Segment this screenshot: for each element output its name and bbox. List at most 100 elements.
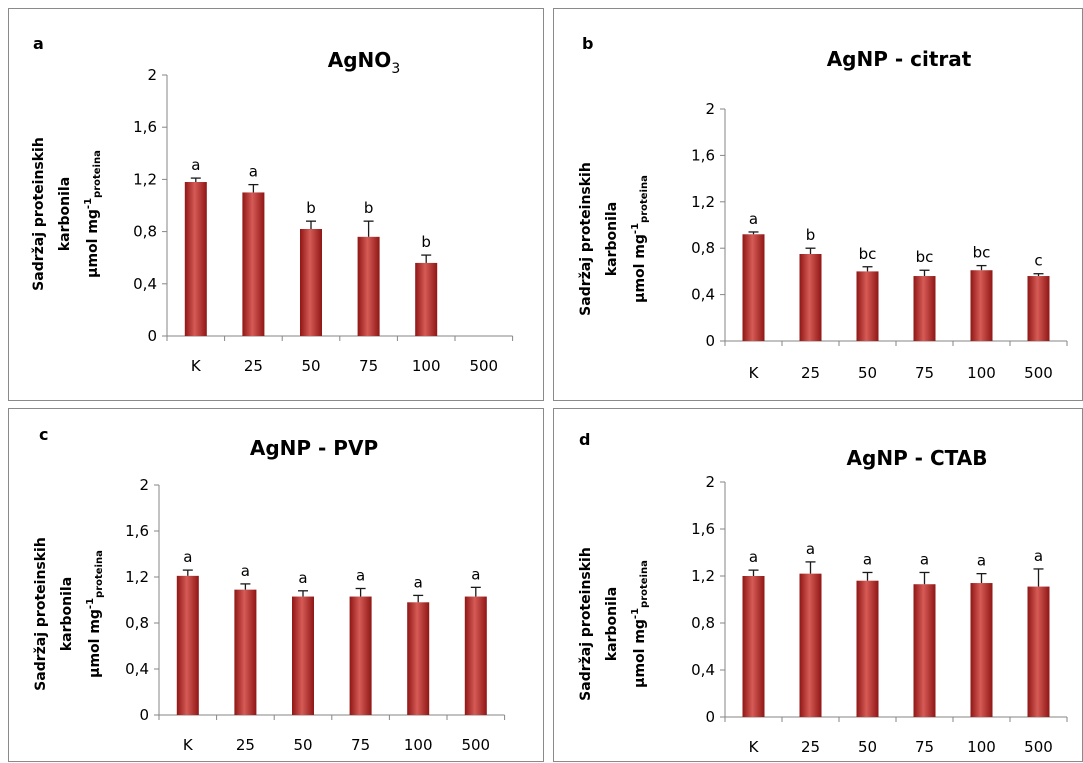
bar bbox=[349, 596, 372, 715]
x-tick-label: 500 bbox=[469, 357, 498, 375]
chart-title-subscript: 3 bbox=[391, 61, 400, 77]
bar bbox=[357, 236, 380, 336]
y-tick-label: 0 bbox=[147, 327, 157, 345]
significance-label: a bbox=[863, 550, 872, 568]
x-tick-label: 50 bbox=[301, 357, 320, 375]
y-tick-label: 1,6 bbox=[133, 118, 157, 136]
chart-panel-b: b AgNP - citrat Sadržaj proteinskih karboni… bbox=[553, 8, 1083, 401]
y-axis-unit-sup: -1 bbox=[83, 198, 94, 209]
y-tick-label: 0,4 bbox=[691, 286, 715, 304]
significance-label: bc bbox=[859, 245, 877, 263]
significance-label: a bbox=[977, 552, 986, 570]
bar bbox=[176, 575, 199, 715]
panel-label: a bbox=[33, 34, 44, 53]
y-axis-unit-sub: proteina bbox=[92, 150, 103, 198]
y-tick-label: 0,4 bbox=[133, 275, 157, 293]
bar bbox=[292, 596, 314, 715]
y-tick-label: 1,2 bbox=[125, 568, 149, 586]
chart-title: AgNP - CTAB bbox=[847, 446, 988, 470]
y-tick-label: 0 bbox=[705, 332, 715, 350]
y-axis-label-line-2: karbonila bbox=[604, 587, 620, 661]
significance-label: b bbox=[306, 199, 316, 217]
y-axis-unit: µmol mg-1proteina bbox=[630, 560, 650, 688]
y-axis-unit-sub: proteina bbox=[639, 175, 650, 223]
x-tick-label: K bbox=[749, 738, 760, 756]
chart-d: d AgNP - CTAB Sadržaj proteinskih karbonila… bbox=[578, 430, 1068, 756]
y-axis-unit-sub: proteina bbox=[94, 550, 105, 598]
chart-a: a AgNO3 Sadržaj proteinskih karbonila µmol m… bbox=[31, 34, 514, 375]
bar bbox=[856, 271, 879, 341]
y-tick-label: 2 bbox=[139, 476, 149, 494]
panel-label: d bbox=[579, 430, 590, 449]
y-tick-label: 0,4 bbox=[125, 660, 149, 678]
x-tick-label: 500 bbox=[1024, 738, 1053, 756]
x-tick-label: 25 bbox=[801, 738, 820, 756]
significance-label: b bbox=[364, 199, 374, 217]
bar bbox=[242, 192, 265, 336]
y-axis-unit-sub: proteina bbox=[639, 560, 650, 608]
x-tick-label: K bbox=[183, 736, 194, 754]
significance-label: a bbox=[356, 567, 365, 585]
x-tick-label: 75 bbox=[915, 738, 934, 756]
bar bbox=[1027, 276, 1050, 341]
y-axis-label-line-2: karbonila bbox=[57, 177, 73, 251]
y-axis-label-line-2: karbonila bbox=[604, 202, 620, 276]
x-tick-label: 75 bbox=[915, 364, 934, 382]
bar bbox=[415, 262, 438, 336]
y-axis-unit-sup: -1 bbox=[630, 608, 641, 619]
x-tick-label: 100 bbox=[404, 736, 433, 754]
significance-label: a bbox=[749, 548, 758, 566]
significance-label: a bbox=[1034, 547, 1043, 565]
significance-label: a bbox=[414, 573, 423, 591]
x-tick-label: 50 bbox=[858, 738, 877, 756]
y-axis-unit: µmol mg-1proteina bbox=[85, 550, 105, 678]
y-axis-label-line-1: Sadržaj proteinskih bbox=[33, 537, 49, 691]
bar bbox=[464, 596, 487, 715]
significance-label: bc bbox=[916, 248, 934, 266]
y-tick-label: 0,8 bbox=[691, 614, 715, 632]
x-tick-label: 500 bbox=[461, 736, 490, 754]
significance-label: c bbox=[1034, 252, 1042, 270]
y-tick-label: 2 bbox=[147, 66, 157, 84]
y-axis-unit: µmol mg-1proteina bbox=[630, 175, 650, 303]
y-tick-label: 1,6 bbox=[691, 520, 715, 538]
panel-label: c bbox=[39, 425, 48, 444]
significance-label: a bbox=[191, 156, 200, 174]
x-tick-label: 500 bbox=[1024, 364, 1053, 382]
y-axis-label-line-1: Sadržaj proteinskih bbox=[31, 137, 47, 291]
chart-title-main: AgNP - PVP bbox=[250, 436, 378, 460]
y-axis-unit-main: µmol mg bbox=[632, 619, 648, 688]
y-axis-label-line-2: karbonila bbox=[59, 577, 75, 651]
y-axis-label-line-1: Sadržaj proteinskih bbox=[578, 162, 594, 316]
bar bbox=[913, 584, 936, 717]
y-tick-label: 0,4 bbox=[691, 661, 715, 679]
bar bbox=[407, 602, 430, 715]
x-tick-label: 75 bbox=[359, 357, 378, 375]
x-tick-label: 25 bbox=[801, 364, 820, 382]
y-axis-label-line-1: Sadržaj proteinskih bbox=[578, 547, 594, 701]
bar bbox=[742, 576, 765, 717]
y-tick-label: 0 bbox=[139, 706, 149, 724]
significance-label: a bbox=[183, 548, 192, 566]
bar bbox=[300, 228, 322, 336]
significance-label: a bbox=[920, 550, 929, 568]
y-tick-label: 0,8 bbox=[691, 239, 715, 257]
chart-title: AgNP - citrat bbox=[827, 47, 972, 71]
chart-b: b AgNP - citrat Sadržaj proteinskih karboni… bbox=[578, 34, 1068, 382]
x-tick-label: 100 bbox=[967, 364, 996, 382]
x-tick-label: 50 bbox=[858, 364, 877, 382]
bar bbox=[1027, 586, 1050, 717]
x-tick-label: 25 bbox=[244, 357, 263, 375]
significance-label: b bbox=[421, 233, 431, 251]
chart-title-main: AgNO bbox=[328, 48, 392, 72]
bar bbox=[856, 580, 879, 717]
y-tick-label: 1,2 bbox=[691, 567, 715, 585]
bar bbox=[234, 589, 257, 715]
chart-panel-a: a AgNO3 Sadržaj proteinskih karbonila µmol m… bbox=[8, 8, 544, 401]
x-tick-label: K bbox=[749, 364, 760, 382]
chart-panel-c: c AgNP - PVP Sadržaj proteinskih karbonila µ… bbox=[8, 408, 544, 762]
significance-label: a bbox=[249, 163, 258, 181]
chart-title: AgNP - PVP bbox=[250, 436, 378, 460]
y-tick-label: 1,6 bbox=[125, 522, 149, 540]
significance-label: bc bbox=[973, 244, 991, 262]
